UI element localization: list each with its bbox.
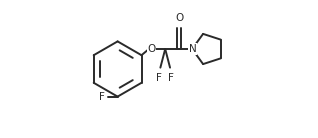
Text: N: N bbox=[189, 44, 197, 54]
Text: F: F bbox=[156, 73, 162, 83]
Text: N: N bbox=[189, 44, 197, 54]
Text: O: O bbox=[175, 14, 183, 23]
Text: F: F bbox=[168, 73, 174, 83]
Text: F: F bbox=[99, 92, 105, 102]
Text: O: O bbox=[147, 44, 156, 54]
